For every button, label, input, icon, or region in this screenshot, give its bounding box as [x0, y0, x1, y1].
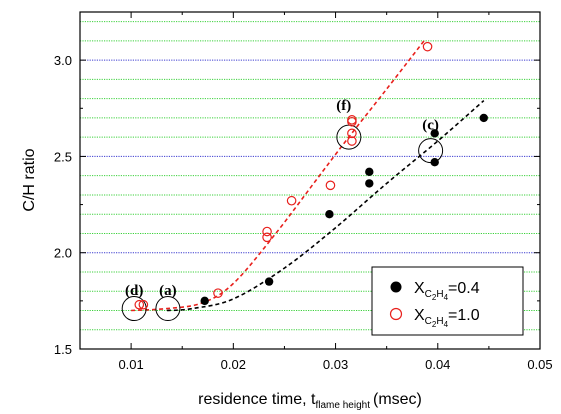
- fit-line-series-0: [166, 99, 485, 312]
- point-series-1: [347, 128, 357, 139]
- point-series-1: [325, 180, 336, 191]
- legend-entry-0: XC2H4=0.4: [414, 280, 480, 302]
- highlight-circle: [418, 138, 444, 164]
- highlight-circle: [155, 296, 181, 322]
- point-series-0: [430, 129, 439, 138]
- point-series-0: [200, 296, 209, 306]
- x-axis-label-unit: (msec): [373, 391, 422, 408]
- point-series-1: [138, 299, 149, 310]
- point-series-1: [347, 136, 357, 146]
- x-axis-label-main: residence time, t: [198, 391, 316, 408]
- x-axis-label-sub: flame height: [316, 400, 371, 411]
- x-axis-label: residence time, tflame height (msec): [198, 391, 422, 411]
- axis-ticks: 0.01 0.02 0.03 0.04 0.05 1.5 2.0 2.5 3.0: [54, 12, 553, 372]
- legend-entry-1: XC2H4=1.0: [414, 307, 480, 329]
- x-tick-label: 0.03: [323, 357, 348, 372]
- legend-marker-open: [389, 307, 403, 321]
- annotation-label: (d): [125, 283, 143, 299]
- point-series-0: [479, 113, 488, 123]
- annotation-label: (f): [336, 98, 351, 114]
- point-series-1: [347, 115, 357, 125]
- point-series-1: [262, 232, 272, 243]
- point-series-1: [213, 288, 223, 298]
- point-series-1: [422, 41, 433, 52]
- point-series-0: [365, 179, 374, 188]
- legend-marker-filled: [390, 281, 402, 293]
- fit-line-series-1: [131, 38, 427, 312]
- point-series-1: [262, 226, 272, 237]
- legend: XC2H4=0.4 XC2H4=1.0: [371, 266, 524, 336]
- y-tick-label: 1.5: [54, 342, 72, 357]
- data-points: [134, 41, 488, 310]
- point-series-0: [365, 167, 374, 177]
- legend-box: [371, 266, 524, 336]
- y-axis-label: C/H ratio: [21, 148, 38, 211]
- fit-curves: [131, 38, 485, 312]
- annotation-label: (c): [422, 117, 439, 133]
- x-tick-label: 0.01: [118, 357, 143, 372]
- x-tick-label: 0.04: [425, 357, 450, 372]
- point-series-0: [325, 210, 334, 219]
- x-tick-label: 0.02: [221, 357, 246, 372]
- point-series-0: [264, 277, 274, 286]
- point-series-1: [286, 195, 297, 206]
- y-tick-label: 2.5: [54, 149, 72, 164]
- point-series-1: [134, 299, 145, 310]
- plot-frame: [79, 11, 541, 350]
- annotation-label: (a): [159, 283, 177, 299]
- x-tick-label: 0.05: [527, 357, 552, 372]
- y-tick-label: 2.0: [54, 246, 72, 261]
- y-tick-label: 3.0: [54, 53, 72, 68]
- point-series-0: [430, 158, 439, 167]
- point-annotations: (d) (a) (f) (c): [125, 98, 439, 299]
